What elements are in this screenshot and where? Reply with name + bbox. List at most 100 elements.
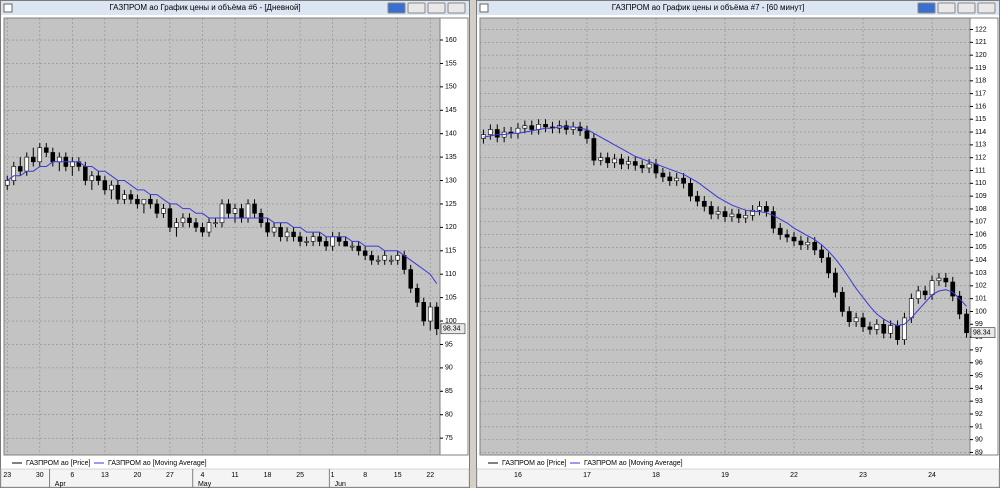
month-label: Jun xyxy=(335,481,346,488)
candle-body xyxy=(388,259,394,262)
candle-body xyxy=(323,241,329,247)
candle-body xyxy=(764,206,769,212)
candle-body xyxy=(375,259,381,262)
window-button[interactable] xyxy=(917,2,936,14)
window-button[interactable] xyxy=(977,2,996,14)
candle-body xyxy=(362,250,368,256)
axis-area xyxy=(439,17,469,456)
candle-body xyxy=(271,227,277,233)
title-bar xyxy=(477,1,999,15)
y-tick-label: 94 xyxy=(975,385,983,392)
window-button[interactable] xyxy=(937,2,956,14)
y-tick-label: 90 xyxy=(975,436,983,443)
y-tick-label: 107 xyxy=(975,219,987,226)
x-tick-label: 15 xyxy=(394,472,402,479)
candle-body xyxy=(310,236,316,242)
y-tick-label: 104 xyxy=(975,257,987,264)
x-tick-label: 30 xyxy=(36,472,44,479)
y-tick-label: 115 xyxy=(445,248,456,255)
candle-body xyxy=(667,176,673,182)
x-tick-label: 11 xyxy=(231,472,238,479)
candle-body xyxy=(148,198,153,205)
y-tick-label: 120 xyxy=(445,224,457,231)
candle-body xyxy=(408,269,413,289)
candle-body xyxy=(89,175,95,181)
candle-body xyxy=(881,323,887,334)
y-tick-label: 155 xyxy=(445,60,457,67)
y-tick-label: 105 xyxy=(445,294,457,301)
moving-average-line xyxy=(483,126,967,327)
y-tick-label: 101 xyxy=(975,295,987,302)
candle-body xyxy=(494,129,500,138)
candle-body xyxy=(161,208,166,214)
y-tick-label: 80 xyxy=(445,412,453,419)
candle-body xyxy=(770,211,776,229)
legend-label: ГАЗПРОМ ао [Price] xyxy=(502,460,567,467)
month-label: Apr xyxy=(55,481,67,488)
y-tick-label: 91 xyxy=(975,424,983,431)
window-button[interactable] xyxy=(447,2,466,14)
y-tick-label: 140 xyxy=(445,131,457,138)
x-tick-label: 8 xyxy=(363,472,367,479)
x-tick-label: 23 xyxy=(859,472,867,479)
candle-body xyxy=(434,306,439,330)
y-tick-label: 89 xyxy=(975,449,983,456)
candle-body xyxy=(708,206,714,215)
candle-body xyxy=(11,166,17,181)
window-button[interactable] xyxy=(387,2,406,14)
moving-average-line xyxy=(7,161,438,284)
y-tick-label: 105 xyxy=(975,244,987,251)
candle-body xyxy=(626,161,631,165)
candle-body xyxy=(591,138,597,161)
y-tick-label: 111 xyxy=(975,167,986,174)
y-tick-label: 100 xyxy=(975,308,987,315)
candle-body xyxy=(798,240,804,246)
candle-body xyxy=(543,124,548,128)
y-tick-label: 125 xyxy=(445,201,457,208)
window-title: ГАЗПРОМ ао График цены и объёма #7 - [60… xyxy=(612,3,805,12)
candle-body xyxy=(245,203,251,219)
candle-body xyxy=(487,129,493,135)
candle-body xyxy=(401,255,407,270)
x-tick-label: 20 xyxy=(134,472,142,479)
candle-body xyxy=(115,184,121,200)
candle-body xyxy=(674,177,680,182)
x-tick-label: 25 xyxy=(296,472,304,479)
last-price-label: 98.34 xyxy=(973,330,991,337)
candle-body xyxy=(688,183,693,197)
candle-body xyxy=(297,236,303,242)
y-tick-label: 110 xyxy=(445,271,456,278)
last-price-box xyxy=(440,323,466,335)
window-button[interactable] xyxy=(957,2,976,14)
candle-body xyxy=(853,317,859,323)
candle-body xyxy=(128,194,134,200)
legend-area xyxy=(477,456,999,469)
candle-body xyxy=(213,222,218,224)
y-tick-label: 119 xyxy=(975,65,986,72)
candle-body xyxy=(70,161,75,167)
candle-body xyxy=(826,257,831,274)
candle-body xyxy=(750,209,755,216)
candle-body xyxy=(943,277,949,283)
window-button[interactable] xyxy=(407,2,426,14)
candle-body xyxy=(660,172,666,178)
y-tick-label: 103 xyxy=(975,270,987,277)
candle-body xyxy=(239,208,244,219)
x-tick-label: 22 xyxy=(790,472,798,479)
candle-body xyxy=(5,180,10,186)
y-tick-label: 117 xyxy=(975,90,986,97)
candle-body xyxy=(109,184,114,191)
window-button[interactable] xyxy=(427,2,446,14)
axis-area xyxy=(969,17,999,456)
window-icon xyxy=(479,3,489,13)
y-tick-label: 93 xyxy=(975,398,983,405)
candle-body xyxy=(695,195,700,202)
candle-body xyxy=(141,198,147,205)
candle-body xyxy=(414,287,420,303)
legend-label: ГАЗПРОМ ао [Moving Average] xyxy=(584,460,683,467)
x-tick-label: 23 xyxy=(3,472,11,479)
candle-body xyxy=(619,158,624,165)
candle-body xyxy=(715,211,721,215)
candle-body xyxy=(219,203,225,223)
